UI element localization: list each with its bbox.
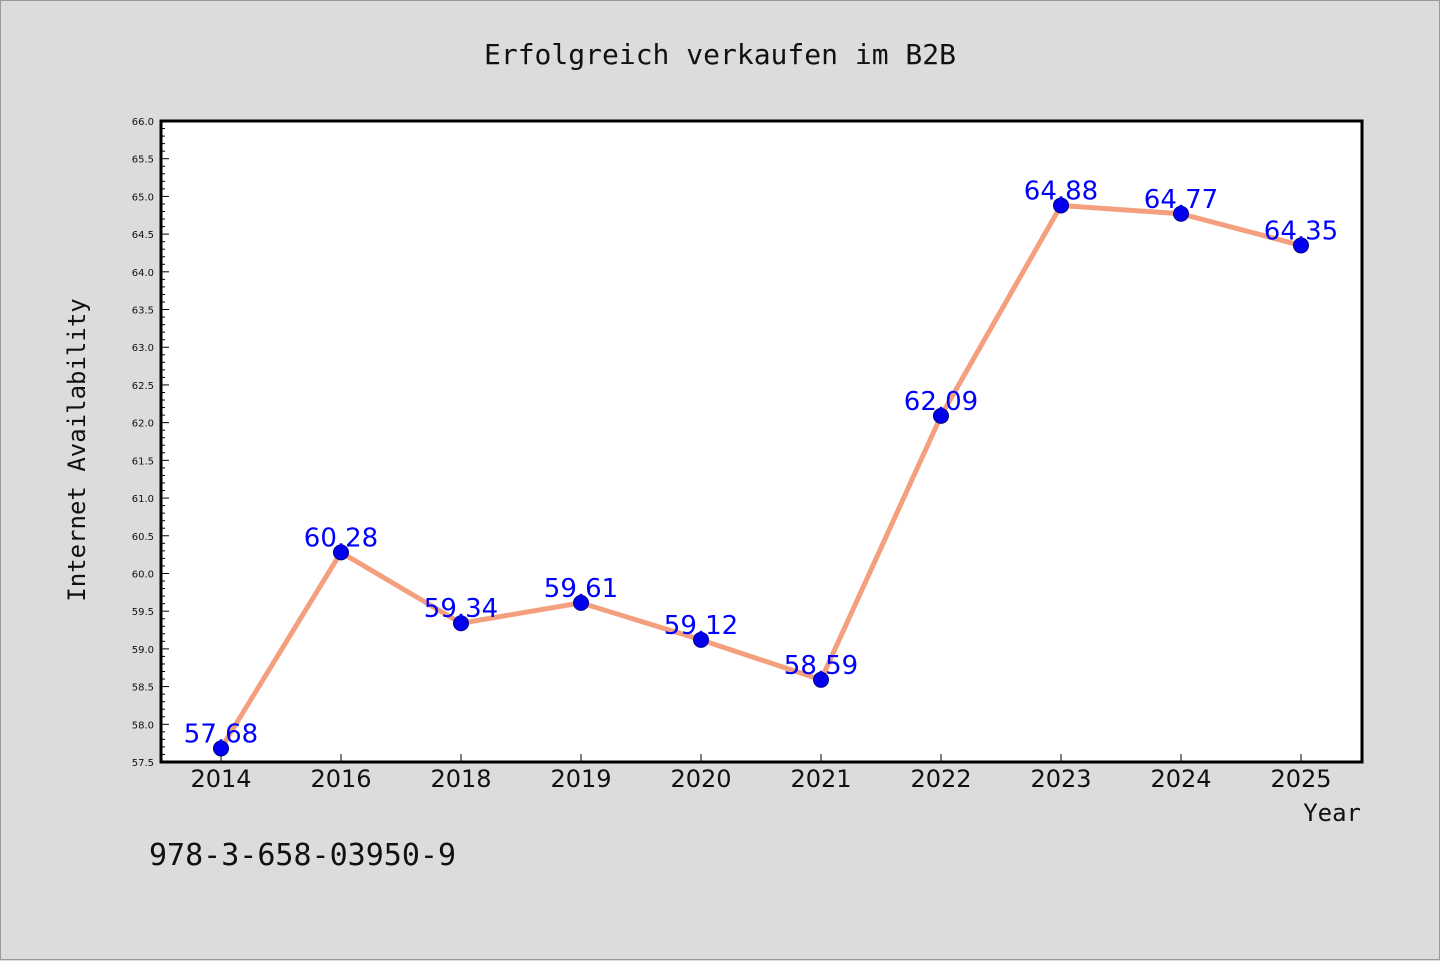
y-tick-label: 65.5 bbox=[132, 155, 154, 166]
y-tick-label: 64.0 bbox=[132, 268, 154, 279]
y-tick-label: 66.0 bbox=[132, 117, 154, 128]
y-tick-label: 65.0 bbox=[132, 192, 154, 203]
data-label: 64.35 bbox=[1264, 216, 1338, 246]
data-label: 59.61 bbox=[544, 574, 618, 604]
footnote-isbn: 978-3-658-03950-9 bbox=[149, 838, 456, 873]
x-tick-label: 2016 bbox=[310, 765, 371, 793]
data-label: 58.59 bbox=[784, 651, 858, 681]
y-tick-label: 62.5 bbox=[132, 381, 154, 392]
data-point bbox=[1173, 205, 1189, 222]
series-layer: 57.68 60.28 59.34 59.61 59.12 58.59 62.09 64.88… bbox=[184, 176, 1338, 757]
data-point bbox=[213, 740, 229, 757]
y-tick-label: 64.5 bbox=[132, 230, 154, 241]
x-tick-label: 2019 bbox=[550, 765, 611, 793]
y-tick-label: 60.5 bbox=[132, 532, 154, 543]
y-tick-label: 63.5 bbox=[132, 306, 154, 317]
x-tick-label: 2014 bbox=[190, 765, 251, 793]
x-tick-label: 2023 bbox=[1030, 765, 1091, 793]
y-tick-label: 59.5 bbox=[132, 607, 154, 618]
data-point bbox=[333, 544, 349, 561]
x-axis-ticks: 2014 2016 2018 2019 2020 2021 2022 2023 2024 2025 bbox=[190, 754, 1332, 793]
data-point bbox=[1293, 237, 1309, 254]
y-tick-label: 58.0 bbox=[132, 720, 154, 731]
y-tick-label: 61.5 bbox=[132, 456, 154, 467]
data-point bbox=[693, 631, 709, 648]
data-label: 60.28 bbox=[304, 523, 378, 553]
data-label: 64.77 bbox=[1144, 185, 1218, 215]
series-line bbox=[218, 202, 1304, 751]
y-axis-ticks: 57.5 58.0 58.5 59.0 59.5 60.0 60.5 61.0 61.5 62.0… bbox=[132, 117, 169, 769]
data-label: 57.68 bbox=[184, 719, 258, 749]
x-tick-label: 2025 bbox=[1270, 765, 1331, 793]
y-tick-label: 63.0 bbox=[132, 343, 154, 354]
y-tick-label: 60.0 bbox=[132, 569, 154, 580]
plot-frame bbox=[159, 119, 1364, 764]
data-point bbox=[933, 407, 949, 424]
data-label: 62.09 bbox=[904, 387, 978, 417]
data-point bbox=[453, 615, 469, 632]
data-label: 64.88 bbox=[1024, 176, 1098, 206]
data-label: 59.12 bbox=[664, 611, 738, 641]
y-axis-label: Internet Availability bbox=[63, 298, 91, 601]
data-point bbox=[1053, 197, 1069, 214]
y-tick-label: 61.0 bbox=[132, 494, 154, 505]
data-label: 59.34 bbox=[424, 594, 498, 624]
x-tick-label: 2020 bbox=[670, 765, 731, 793]
plot-area bbox=[161, 121, 1362, 762]
x-tick-label: 2022 bbox=[910, 765, 971, 793]
y-tick-label: 57.5 bbox=[132, 758, 154, 769]
data-point bbox=[573, 594, 589, 611]
x-tick-label: 2018 bbox=[430, 765, 491, 793]
x-tick-label: 2021 bbox=[790, 765, 851, 793]
y-tick-label: 62.0 bbox=[132, 419, 154, 430]
data-point bbox=[813, 671, 829, 688]
y-tick-label: 58.5 bbox=[132, 683, 154, 694]
x-axis-label: Year bbox=[1303, 799, 1361, 827]
chart-title: Erfolgreich verkaufen im B2B bbox=[484, 38, 956, 71]
x-tick-label: 2024 bbox=[1150, 765, 1211, 793]
y-tick-label: 59.0 bbox=[132, 645, 154, 656]
